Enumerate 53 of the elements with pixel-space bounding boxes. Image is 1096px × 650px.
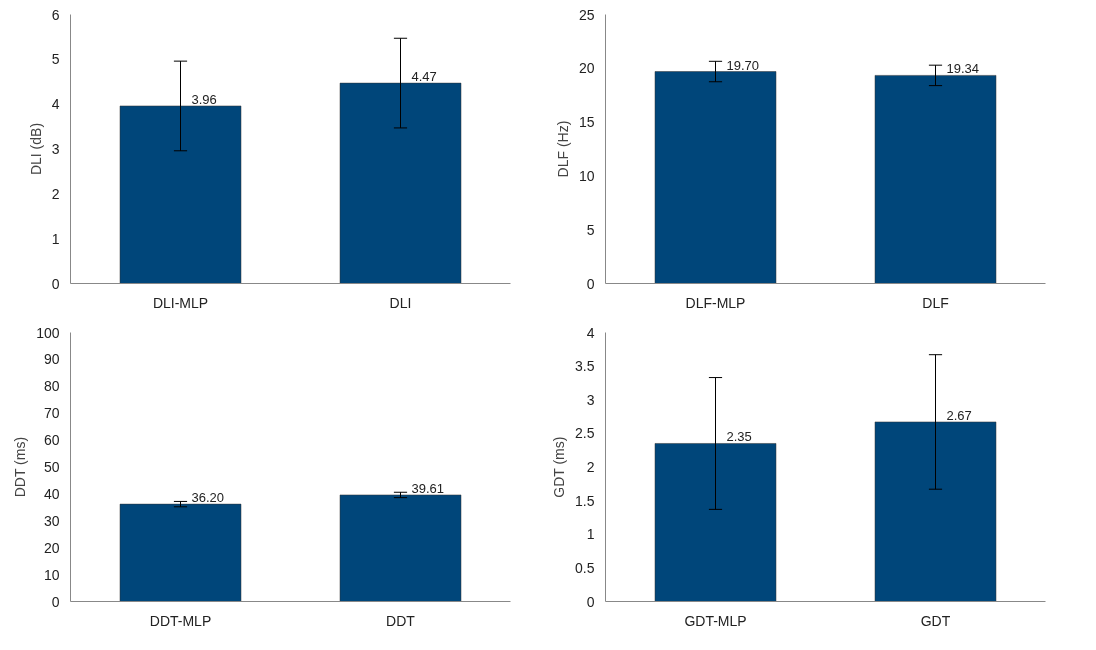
y-tick-label: 2 xyxy=(586,459,595,475)
x-tick-label: DLF xyxy=(922,294,949,311)
y-tick-label: 0 xyxy=(51,593,60,610)
y-tick-label: 0 xyxy=(586,593,595,610)
y-tick-label: 60 xyxy=(43,432,60,449)
y-tick-label: 3 xyxy=(51,141,60,157)
y-tick-label: 40 xyxy=(43,485,60,502)
data-label: 2.67 xyxy=(946,407,972,423)
x-tick-label: DDT-MLP xyxy=(149,612,212,629)
y-tick-label: 1 xyxy=(51,230,60,247)
x-tick-label: GDT xyxy=(920,612,951,629)
y-tick-label: 2 xyxy=(51,185,60,202)
x-tick-label: DLI xyxy=(389,294,412,311)
y-tick-label: 3.5 xyxy=(575,358,595,375)
y-tick-label: 5 xyxy=(586,221,595,238)
data-label: 3.96 xyxy=(191,91,217,107)
y-tick-label: 20 xyxy=(43,539,60,556)
y-tick-label: 3 xyxy=(586,391,595,408)
x-tick-label: DDT xyxy=(386,612,416,629)
y-tick-label: 1.5 xyxy=(575,492,595,509)
data-label: 19.70 xyxy=(726,57,760,73)
x-tick-label: DLI-MLP xyxy=(152,294,209,311)
data-label: 4.47 xyxy=(411,69,437,85)
y-tick-label: 20 xyxy=(578,60,595,77)
y-tick-label: 0 xyxy=(586,275,595,292)
y-axis-title: GDT (ms) xyxy=(551,436,568,498)
data-label: 19.34 xyxy=(946,61,980,77)
data-label: 2.35 xyxy=(726,429,752,445)
y-tick-label: 100 xyxy=(36,324,60,341)
y-axis-title: DLF (Hz) xyxy=(554,120,571,178)
data-label: 39.61 xyxy=(411,480,445,496)
y-tick-label: 15 xyxy=(578,114,595,131)
y-tick-label: 2.5 xyxy=(575,425,595,442)
y-tick-label: 70 xyxy=(43,405,60,422)
y-tick-label: 50 xyxy=(43,459,60,475)
data-label: 36.20 xyxy=(191,490,225,506)
y-axis-title: DLI (dB) xyxy=(27,122,44,176)
y-tick-label: 4 xyxy=(51,96,60,113)
y-tick-label: 30 xyxy=(43,512,60,529)
y-tick-label: 6 xyxy=(51,6,60,23)
y-tick-label: 5 xyxy=(51,51,60,68)
y-tick-label: 90 xyxy=(43,351,60,368)
y-tick-label: 4 xyxy=(586,324,595,341)
y-tick-label: 10 xyxy=(43,566,60,583)
y-tick-label: 25 xyxy=(578,6,595,23)
x-tick-label: DLF-MLP xyxy=(685,294,746,311)
y-tick-label: 0.5 xyxy=(575,559,595,576)
y-tick-label: 0 xyxy=(51,275,60,292)
y-tick-label: 10 xyxy=(578,167,595,184)
y-axis-title: DDT (ms) xyxy=(12,436,29,498)
x-tick-label: GDT-MLP xyxy=(684,612,747,629)
y-tick-label: 1 xyxy=(586,526,595,543)
y-tick-label: 80 xyxy=(43,378,60,395)
